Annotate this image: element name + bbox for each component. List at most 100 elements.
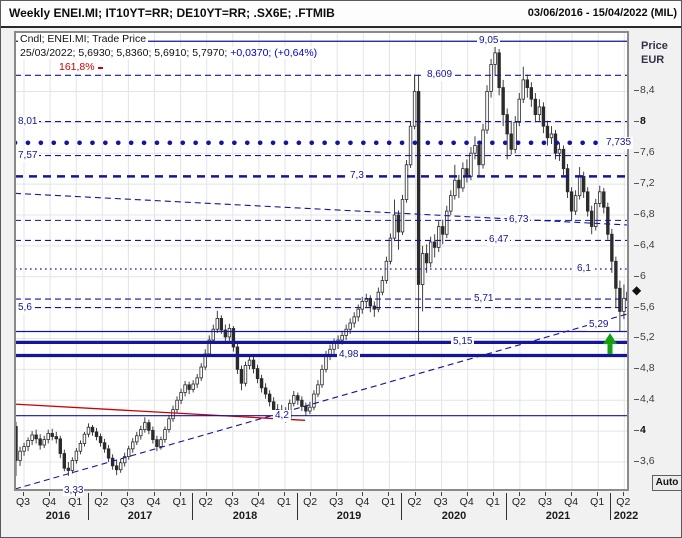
- buy-signal-arrow: [603, 333, 617, 355]
- time-axis-tick: [257, 492, 259, 496]
- year-separator: [610, 493, 611, 520]
- time-axis-tick: [75, 492, 77, 496]
- candles: [15, 41, 628, 476]
- quarter-label: Q2: [303, 496, 318, 508]
- price-axis-tick: [634, 306, 639, 308]
- time-axis-tick: [597, 492, 599, 496]
- auto-scale-button[interactable]: Auto: [652, 475, 681, 491]
- last-price-diamond-icon: ◆: [632, 283, 642, 298]
- quarter-label: Q2: [198, 496, 213, 508]
- quarter-label: Q3: [15, 496, 31, 508]
- price-axis-tick: [634, 90, 639, 92]
- price-axis-tick: [634, 430, 639, 432]
- time-axis-tick: [466, 492, 468, 496]
- quarter-label: Q3: [329, 496, 344, 508]
- price-axis-tick-label: 7,2: [640, 177, 655, 190]
- price-axis-tick: [634, 213, 639, 215]
- quarter-label: Q4: [355, 496, 370, 508]
- price-axis-tick-label: 6,8: [640, 207, 655, 220]
- quarter-label: Q1: [485, 496, 500, 508]
- price-axis-tick: [634, 121, 639, 123]
- price-axis-tick-label: 3,6: [640, 455, 655, 467]
- quarter-label: Q4: [459, 496, 474, 508]
- quarter-label: Q1: [68, 496, 83, 508]
- time-axis-tick: [127, 492, 129, 496]
- quarter-label: Q2: [94, 496, 109, 508]
- price-axis-tick-label: 8,4: [640, 84, 655, 97]
- time-axis-tick: [336, 492, 338, 496]
- quarter-label: Q1: [172, 496, 187, 508]
- price-axis-tick: [634, 368, 639, 370]
- candlestick-plot: [15, 32, 628, 490]
- price-axis-tick: [634, 399, 639, 401]
- price-axis-tick: [634, 461, 639, 462]
- price-axis-tick-label: 4,4: [640, 393, 655, 406]
- time-axis-tick: [518, 492, 520, 496]
- price-axis-tick: [634, 183, 639, 185]
- price-axis-tick-label: 6: [640, 269, 646, 282]
- time-axis: Q3 Q4 Q1 Q2 Q3 Q4 Q1 Q2 Q3 Q4 Q1 Q2 Q3 Q4 Q1 Q2 Q3 Q4 Q1 Q2…: [1, 492, 681, 537]
- time-axis-tick: [362, 492, 364, 496]
- price-axis-tick-label: 5,2: [640, 331, 655, 344]
- quarter-label: Q3: [120, 496, 135, 508]
- time-axis-tick: [388, 492, 390, 496]
- year-separator: [297, 493, 298, 520]
- time-axis-tick: [440, 492, 442, 496]
- year-label: 2016: [45, 510, 71, 522]
- price-axis-tick: [634, 152, 639, 154]
- time-axis-tick: [49, 492, 51, 496]
- time-axis-tick: [231, 492, 233, 496]
- price-axis-tick-label: 4,8: [640, 362, 655, 375]
- price-axis-tick-label: 6,4: [640, 238, 655, 251]
- quarter-label: Q3: [433, 496, 448, 508]
- year-separator: [88, 493, 89, 520]
- time-axis-tick: [101, 492, 103, 496]
- quarter-label: Q3: [537, 496, 553, 508]
- price-chart-canvas[interactable]: Cndl; ENEI.MI; Trade Price 25/03/2022; 5…: [14, 31, 634, 496]
- year-label: 2022: [613, 510, 639, 522]
- quarter-label: Q3: [224, 496, 239, 508]
- time-axis-tick: [545, 492, 546, 496]
- price-axis-title: Price EUR: [641, 40, 668, 66]
- year-label: 2019: [336, 510, 362, 522]
- quarter-label: Q1: [381, 496, 396, 508]
- time-axis-tick: [284, 492, 285, 496]
- quarter-label: Q2: [407, 496, 422, 508]
- year-label: 2020: [441, 510, 467, 522]
- chart-titlebar: Weekly ENEI.MI; IT10YT=RR; DE10YT=RR; .S…: [1, 1, 681, 28]
- quarter-label: Q4: [146, 496, 161, 508]
- year-separator: [192, 493, 193, 520]
- chart-title: Weekly ENEI.MI; IT10YT=RR; DE10YT=RR; .S…: [9, 6, 335, 20]
- time-axis-tick: [623, 492, 625, 496]
- quarter-label: Q1: [590, 496, 605, 508]
- price-axis-tick-label: 4: [640, 424, 646, 437]
- price-axis-tick: [634, 337, 639, 339]
- time-axis-tick: [310, 492, 312, 496]
- year-separator: [506, 493, 507, 520]
- time-axis-tick: [153, 492, 155, 496]
- quarter-label: Q4: [250, 496, 265, 508]
- time-axis-tick: [205, 492, 207, 496]
- quarter-label: Q2: [616, 496, 631, 508]
- quarter-label: Q1: [276, 496, 292, 508]
- year-separator: [401, 493, 402, 520]
- time-axis-tick: [571, 492, 573, 496]
- time-axis-tick: [492, 492, 494, 496]
- price-axis-tick-label: 5,6: [640, 300, 655, 313]
- price-axis-tick: [634, 244, 639, 246]
- quarter-label: Q2: [511, 496, 526, 508]
- year-label: 2018: [232, 510, 258, 522]
- quarter-label: Q4: [42, 496, 57, 508]
- time-axis-tick: [179, 492, 181, 496]
- year-label: 2017: [127, 510, 153, 522]
- price-axis: Price EUR ◆ Auto 8,4 8 7,6 7,2 6,8 6,4 6 5,6 5,2…: [630, 29, 681, 491]
- price-axis-tick-label: 8: [640, 115, 646, 128]
- year-label: 2021: [545, 510, 571, 522]
- time-axis-tick: [414, 492, 416, 496]
- price-axis-tick: [634, 275, 639, 277]
- price-axis-tick-label: 7,6: [640, 146, 655, 159]
- quarter-label: Q4: [564, 496, 579, 508]
- date-range: 03/06/2016 - 15/04/2022 (MIL): [527, 7, 677, 19]
- time-axis-tick: [23, 492, 24, 496]
